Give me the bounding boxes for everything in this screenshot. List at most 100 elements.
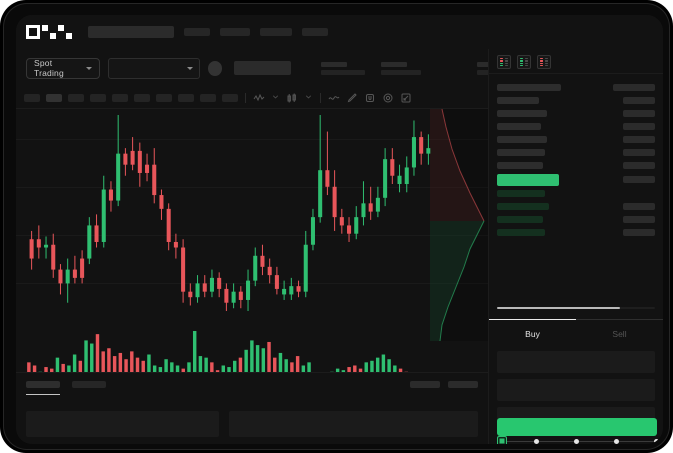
trade-panel: Buy Sell xyxy=(488,49,663,444)
orderbook[interactable] xyxy=(489,75,663,311)
timeframe-button-7[interactable] xyxy=(156,93,172,102)
orderbook-bid-row[interactable] xyxy=(497,187,655,200)
pencil-icon[interactable] xyxy=(346,92,358,104)
orders-action-2[interactable] xyxy=(448,381,478,388)
chart-panel[interactable] xyxy=(16,109,488,372)
candlestick-icon[interactable] xyxy=(286,92,298,104)
submit-order-button[interactable] xyxy=(497,418,657,436)
bid-amount xyxy=(623,229,655,236)
slider-handle[interactable] xyxy=(497,436,507,444)
settings-icon[interactable] xyxy=(382,92,394,104)
market-depth-overlay xyxy=(430,109,488,341)
stat-label xyxy=(381,61,407,67)
stat-value xyxy=(381,69,421,75)
header-nav-item-4[interactable] xyxy=(302,28,328,36)
orderbook-ask-row[interactable] xyxy=(497,120,655,133)
orderbook-view-modes xyxy=(489,49,663,74)
header-nav-item-2[interactable] xyxy=(220,28,250,36)
slider-track xyxy=(503,440,655,442)
orderbook-ask-row[interactable] xyxy=(497,159,655,172)
ask-amount xyxy=(623,162,655,169)
orders-tab-open[interactable] xyxy=(26,381,60,395)
amount-field[interactable] xyxy=(497,379,655,401)
orders-actions xyxy=(410,381,478,388)
chart-toolbar xyxy=(16,87,488,109)
slider-step-100[interactable] xyxy=(654,438,659,444)
orderbook-bid-row[interactable] xyxy=(497,213,655,226)
ask-amount xyxy=(623,97,655,104)
chart-gridline xyxy=(16,283,488,284)
orderbook-scrollbar[interactable] xyxy=(497,307,655,309)
candlestick-chart[interactable] xyxy=(16,109,488,319)
ob-icon-col xyxy=(540,58,544,66)
ob-icon-col xyxy=(504,58,508,66)
chevron-down-icon[interactable] xyxy=(271,92,280,104)
ask-price xyxy=(497,110,547,117)
timeframe-button-6[interactable] xyxy=(134,93,150,102)
device-bezel: Spot Trading xyxy=(3,3,670,450)
bid-price xyxy=(497,229,545,236)
orderbook-header-row xyxy=(497,81,655,94)
ob-icon-col xyxy=(524,58,528,66)
timeframe-button-3[interactable] xyxy=(68,93,84,102)
bid-amount xyxy=(623,216,655,223)
orders-tab-history[interactable] xyxy=(72,381,106,388)
orderbook-mode-bids-icon[interactable] xyxy=(517,55,531,69)
ob-icon-col xyxy=(520,58,524,66)
header-nav-item-3[interactable] xyxy=(260,28,292,36)
timeframe-button-10[interactable] xyxy=(222,93,238,102)
last-price-value xyxy=(233,61,291,75)
ask-price xyxy=(497,123,541,130)
orderbook-mode-asks-icon[interactable] xyxy=(537,55,551,69)
slider-step-25[interactable] xyxy=(534,438,539,444)
orderbook-col-header-amount xyxy=(613,84,655,91)
slider-step-50[interactable] xyxy=(574,438,579,444)
chevron-down-icon[interactable] xyxy=(304,92,313,104)
orderbook-mode-both-icon[interactable] xyxy=(497,55,511,69)
header-nav-item-1[interactable] xyxy=(184,28,210,36)
spot-trading-selector[interactable]: Spot Trading xyxy=(26,57,100,79)
stat-value xyxy=(321,69,365,75)
orderbook-scrollbar-thumb[interactable] xyxy=(497,307,621,309)
market-stat-1 xyxy=(321,61,365,75)
ask-amount xyxy=(623,136,655,143)
orderbook-col-header-price xyxy=(497,84,561,91)
volume-chart[interactable] xyxy=(16,327,488,372)
orders-action-1[interactable] xyxy=(410,381,440,388)
bid-amount xyxy=(623,203,655,210)
timeframe-button-2[interactable] xyxy=(46,93,62,102)
orderbook-ask-row[interactable] xyxy=(497,146,655,159)
chart-gridline xyxy=(16,235,488,236)
price-field[interactable] xyxy=(497,351,655,373)
timeframe-button-5[interactable] xyxy=(112,93,128,102)
orderbook-bid-row[interactable] xyxy=(497,226,655,239)
slider-step-75[interactable] xyxy=(614,438,619,444)
orderbook-ask-row[interactable] xyxy=(497,107,655,120)
timeframe-button-8[interactable] xyxy=(178,93,194,102)
timeframe-button-1[interactable] xyxy=(24,93,40,102)
pair-avatar xyxy=(207,60,222,76)
line-chart-icon[interactable] xyxy=(328,92,340,104)
orders-tabs xyxy=(16,373,488,395)
orderbook-ask-row[interactable] xyxy=(497,94,655,107)
orders-row[interactable] xyxy=(26,411,220,437)
timeframe-button-9[interactable] xyxy=(200,93,216,102)
indicator-icon[interactable] xyxy=(253,92,265,104)
orders-panel xyxy=(16,372,488,444)
bid-price xyxy=(497,216,543,223)
timeframe-button-4[interactable] xyxy=(90,93,106,102)
magnet-icon[interactable] xyxy=(364,92,376,104)
orderbook-bid-row[interactable] xyxy=(497,200,655,213)
orders-row[interactable] xyxy=(229,411,478,437)
spot-trading-label: Spot Trading xyxy=(34,58,64,78)
trading-pair-selector[interactable] xyxy=(107,57,200,79)
orderbook-ask-row[interactable] xyxy=(497,133,655,146)
search-input[interactable] xyxy=(88,26,174,38)
fullscreen-icon[interactable] xyxy=(400,92,412,104)
tab-buy[interactable]: Buy xyxy=(489,319,576,347)
header-bar xyxy=(16,15,663,49)
okx-logo-icon[interactable] xyxy=(26,25,72,39)
amount-slider[interactable] xyxy=(497,435,659,444)
tab-sell[interactable]: Sell xyxy=(612,328,627,339)
chevron-down-icon xyxy=(85,66,92,70)
